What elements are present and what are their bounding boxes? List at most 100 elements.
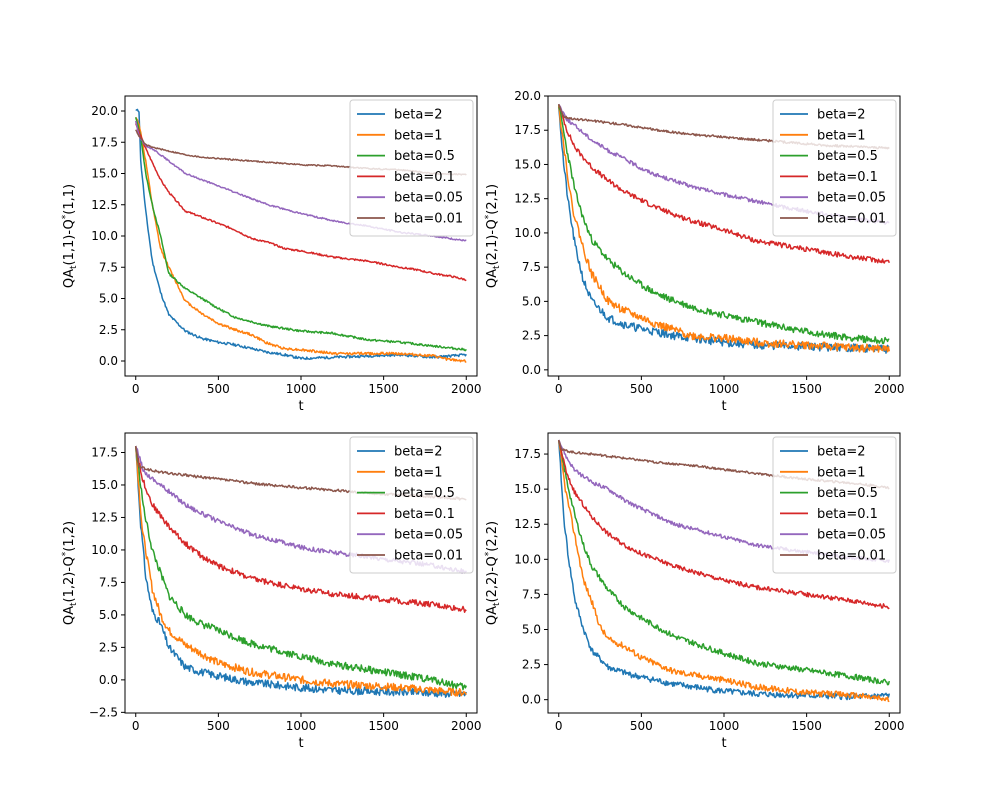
x-tick-label: 500 [630,382,653,396]
legend-label: beta=0.01 [817,212,886,227]
y-tick-label: 5.0 [99,292,118,306]
y-tick-label: 2.5 [99,640,118,654]
y-tick-label: 7.5 [522,587,541,601]
series-line-beta=0.5 [557,104,890,345]
x-tick-label: 2000 [451,382,482,396]
series-group [134,445,467,698]
series-line-beta=0.5 [134,445,467,691]
x-tick-label: 500 [630,719,653,733]
legend-label: beta=0.01 [817,549,886,564]
legend-label: beta=0.5 [817,486,878,501]
series-line-beta=0.1 [557,439,890,610]
legend-label: beta=0.1 [817,170,878,185]
subplot-2: 0 500 1000 1500 2000 0.0 2.5 5.0 7.5 10.0 12.5 15.0… [484,89,905,414]
x-axis-label: t [721,399,726,414]
y-tick-label: 7.5 [522,260,541,274]
x-tick-label: 1500 [368,719,399,733]
legend-label: beta=0.1 [817,507,878,522]
legend-label: beta=0.05 [817,191,886,206]
legend-label: beta=1 [817,128,865,143]
x-axis-label: t [721,736,726,751]
legend-label: beta=0.1 [394,170,455,185]
legend-label: beta=0.05 [394,528,463,543]
y-tick-label: 17.5 [514,447,541,461]
y-axis-label: QAt(1,2)-Q*(1,2) [61,521,79,625]
subplot-4: 0 500 1000 1500 2000 0.0 2.5 5.0 7.5 10.0 12.5 15.0… [484,432,905,751]
y-tick-label: 0.0 [99,673,118,687]
series-line-beta=2 [557,106,890,354]
y-tick-label: 2.5 [522,658,541,672]
y-tick-label: 20.0 [91,104,118,118]
series-line-beta=0.5 [134,117,467,352]
legend: beta=2 beta=1 beta=0.5 beta=0.1 beta=0.05 bet… [349,99,474,237]
y-tick-label: 12.5 [91,198,118,212]
series-line-beta=0.5 [557,439,891,686]
y-tick-label: 17.5 [91,135,118,149]
y-tick-label: 10.0 [91,229,118,243]
y-tick-label: −2.5 [89,705,118,719]
y-tick-label: 10.0 [91,543,118,557]
series-line-beta=1 [557,439,890,703]
legend-label: beta=0.5 [817,149,878,164]
legend-label: beta=0.1 [394,507,455,522]
legend-label: beta=0.05 [394,191,463,206]
y-tick-label: 12.5 [514,192,541,206]
y-tick-label: 5.0 [522,294,541,308]
y-tick-label: 17.5 [91,445,118,459]
x-tick-label: 1000 [286,719,317,733]
y-tick-label: 17.5 [514,123,541,137]
y-tick-label: 5.0 [99,608,118,622]
y-tick-label: 20.0 [514,89,541,103]
series-line-beta=2 [134,445,467,698]
y-tick-label: 0.0 [99,354,118,368]
legend: beta=2 beta=1 beta=0.5 beta=0.1 beta=0.05 bet… [349,436,474,574]
x-tick-label: 0 [132,719,140,733]
x-tick-label: 0 [555,719,563,733]
y-axis-label: QAt(2,2)-Q*(2,2) [484,521,502,625]
x-tick-label: 500 [207,382,230,396]
y-tick-label: 15.0 [91,167,118,181]
x-tick-label: 1500 [791,382,822,396]
legend-label: beta=0.05 [817,528,886,543]
legend-label: beta=2 [394,445,442,460]
y-tick-label: 10.0 [514,552,541,566]
y-tick-label: 7.5 [99,575,118,589]
y-tick-label: 15.0 [514,482,541,496]
y-tick-label: 12.5 [91,510,118,524]
y-axis-label: QAt(1,1)-Q*(1,1) [61,184,79,288]
x-tick-label: 1500 [368,382,399,396]
x-tick-label: 1000 [709,719,740,733]
legend: beta=2 beta=1 beta=0.5 beta=0.1 beta=0.05 bet… [772,436,897,574]
series-line-beta=0.1 [135,123,467,282]
subplot-grid: 0 500 1000 1500 2000 0.0 2.5 5.0 7.5 10.0 12.5 15.0… [61,89,905,751]
x-tick-label: 1000 [286,382,317,396]
legend-label: beta=0.5 [394,486,455,501]
x-tick-label: 2000 [874,382,905,396]
legend-label: beta=2 [817,108,865,123]
x-tick-label: 0 [555,382,563,396]
series-line-beta=1 [135,116,467,363]
subplot-3: 0 500 1000 1500 2000 −2.5 0.0 2.5 5.0 7.5 10.0 12.5… [61,432,482,751]
subplot-1: 0 500 1000 1500 2000 0.0 2.5 5.0 7.5 10.0 12.5 15.0… [61,95,482,414]
legend-label: beta=1 [394,128,442,143]
series-line-beta=1 [557,105,891,353]
y-tick-label: 10.0 [514,226,541,240]
y-tick-label: 15.0 [514,157,541,171]
y-tick-label: 2.5 [522,329,541,343]
y-tick-label: 0.0 [522,693,541,707]
y-tick-label: 0.0 [522,363,541,377]
y-tick-label: 5.0 [522,622,541,636]
y-axis-label: QAt(2,1)-Q*(2,1) [484,184,502,288]
y-tick-label: 15.0 [91,478,118,492]
x-tick-label: 2000 [451,719,482,733]
series-line-beta=0.1 [557,103,890,264]
legend-label: beta=2 [817,445,865,460]
y-tick-label: 12.5 [514,517,541,531]
legend-label: beta=1 [817,465,865,480]
x-axis-label: t [298,399,303,414]
legend-label: beta=1 [394,465,442,480]
y-tick-label: 2.5 [99,323,118,337]
x-tick-label: 0 [132,382,140,396]
y-tick-label: 7.5 [99,260,118,274]
